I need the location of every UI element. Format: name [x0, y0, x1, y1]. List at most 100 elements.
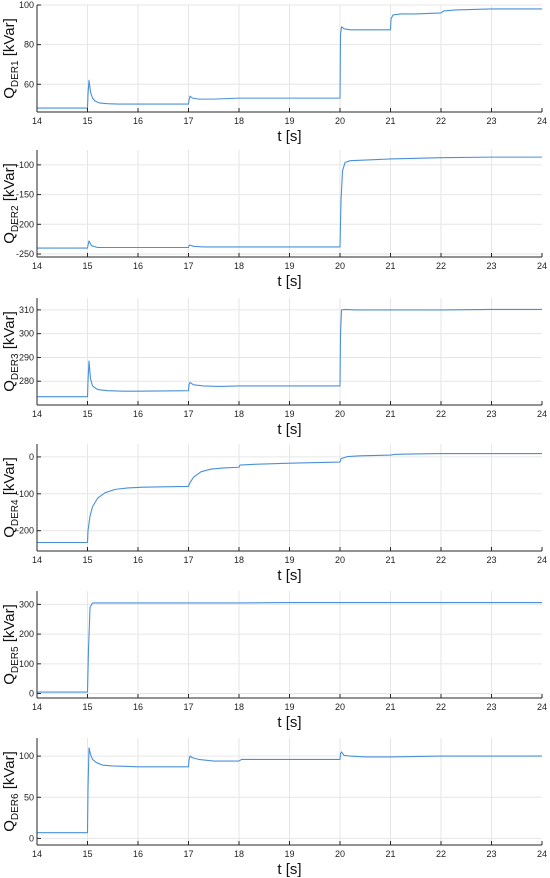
y-tick-label: 0 — [29, 833, 34, 843]
x-tick-label: 20 — [335, 702, 345, 712]
x-tick-label: 23 — [486, 849, 496, 859]
x-axis-title: t [s] — [277, 273, 301, 290]
y-tick-label: -200 — [16, 219, 34, 229]
series-line-1 — [37, 747, 542, 834]
x-axis-title: t [s] — [277, 714, 301, 731]
x-tick-label: 23 — [486, 116, 496, 126]
y-axis-title-prefix: Q — [1, 820, 18, 832]
x-axis-title: t [s] — [277, 861, 301, 878]
x-tick-label: 16 — [133, 702, 143, 712]
y-axis-title-prefix: Q — [1, 673, 18, 685]
x-tick-label: 21 — [385, 116, 395, 126]
x-tick-label: 14 — [32, 116, 42, 126]
y-axis-title-prefix: Q — [1, 87, 18, 99]
x-tick-label: 19 — [284, 702, 294, 712]
x-tick-label: 18 — [234, 261, 244, 271]
x-tick-label: 22 — [436, 261, 446, 271]
y-axis-title-unit: [kVar] — [1, 18, 18, 60]
x-tick-label: 15 — [82, 849, 92, 859]
x-tick-label: 17 — [183, 702, 193, 712]
y-tick-label: 100 — [19, 0, 34, 10]
x-tick-label: 22 — [436, 702, 446, 712]
x-tick-label: 16 — [133, 261, 143, 271]
series-line-1 — [37, 8, 542, 109]
x-tick-label: 19 — [284, 261, 294, 271]
x-tick-label: 17 — [183, 849, 193, 859]
y-tick-label: 60 — [24, 79, 34, 89]
y-tick-label: 200 — [19, 629, 34, 639]
y-axis-title-subscript: DER6 — [10, 793, 21, 820]
x-tick-label: 20 — [335, 116, 345, 126]
x-tick-label: 24 — [537, 555, 547, 565]
y-axis-title-unit: [kVar] — [1, 751, 18, 793]
y-axis-title: QDER2 [kVar] — [1, 163, 21, 244]
y-axis-title: QDER6 [kVar] — [1, 751, 21, 832]
x-tick-label: 23 — [486, 409, 496, 419]
x-tick-label: 21 — [385, 702, 395, 712]
x-tick-label: 18 — [234, 116, 244, 126]
series-line-1 — [37, 602, 542, 693]
y-tick-label: 50 — [24, 792, 34, 802]
x-tick-label: 15 — [82, 555, 92, 565]
x-tick-label: 21 — [385, 261, 395, 271]
x-tick-label: 22 — [436, 409, 446, 419]
x-tick-label: 15 — [82, 702, 92, 712]
x-tick-label: 23 — [486, 702, 496, 712]
series-line-1 — [37, 308, 542, 398]
y-axis-title-subscript: DER2 — [10, 205, 21, 232]
x-axis-title: t [s] — [277, 567, 301, 584]
y-tick-label: 0 — [29, 689, 34, 699]
x-tick-label: 16 — [133, 555, 143, 565]
x-tick-label: 19 — [284, 409, 294, 419]
y-axis-title-unit: [kVar] — [1, 457, 18, 499]
y-axis-title-subscript: DER3 — [10, 353, 21, 380]
x-tick-label: 23 — [486, 555, 496, 565]
y-tick-label: 0 — [29, 452, 34, 462]
x-tick-label: 14 — [32, 702, 42, 712]
x-tick-label: 16 — [133, 849, 143, 859]
x-tick-label: 18 — [234, 702, 244, 712]
x-tick-label: 21 — [385, 555, 395, 565]
y-axis-title: QDER1 [kVar] — [1, 18, 21, 99]
x-tick-label: 19 — [284, 116, 294, 126]
y-axis-title-unit: [kVar] — [1, 311, 18, 353]
y-axis-title: QDER5 [kVar] — [1, 604, 21, 685]
x-tick-label: 18 — [234, 849, 244, 859]
series-line-1 — [37, 156, 542, 249]
x-tick-label: 20 — [335, 849, 345, 859]
x-tick-label: 15 — [82, 261, 92, 271]
y-tick-label: -250 — [16, 249, 34, 259]
y-axis-title-subscript: DER1 — [10, 60, 21, 87]
y-axis-title-unit: [kVar] — [1, 163, 18, 205]
y-tick-label: -100 — [16, 489, 34, 499]
y-tick-label: -100 — [16, 160, 34, 170]
y-axis-title: QDER3 [kVar] — [1, 311, 21, 392]
y-axis-title-prefix: Q — [1, 526, 18, 538]
y-tick-label: -200 — [16, 526, 34, 536]
x-tick-label: 24 — [537, 409, 547, 419]
x-tick-label: 24 — [537, 116, 547, 126]
y-axis-title-unit: [kVar] — [1, 604, 18, 646]
x-tick-label: 14 — [32, 261, 42, 271]
x-tick-label: 21 — [385, 409, 395, 419]
y-tick-label: 310 — [19, 305, 34, 315]
x-tick-label: 19 — [284, 555, 294, 565]
x-tick-label: 24 — [537, 849, 547, 859]
y-tick-label: 300 — [19, 329, 34, 339]
x-tick-label: 16 — [133, 409, 143, 419]
x-tick-label: 20 — [335, 409, 345, 419]
x-axis-title: t [s] — [277, 421, 301, 438]
x-axis-title: t [s] — [277, 128, 301, 145]
y-tick-label: 100 — [19, 751, 34, 761]
chart-panel-3: 14 15 16 17 18 19 20 21 22 23 24 280 290 300 310 t [s] Q… — [1, 298, 547, 438]
x-tick-label: 20 — [335, 555, 345, 565]
x-tick-label: 14 — [32, 555, 42, 565]
chart-panel-6: 14 15 16 17 18 19 20 21 22 23 24 0 50 100 t [s] QDER6 [… — [1, 738, 547, 878]
x-tick-label: 20 — [335, 261, 345, 271]
x-tick-label: 23 — [486, 261, 496, 271]
x-tick-label: 18 — [234, 555, 244, 565]
x-tick-label: 22 — [436, 555, 446, 565]
y-tick-label: 80 — [24, 40, 34, 50]
y-tick-label: 290 — [19, 352, 34, 362]
x-tick-label: 24 — [537, 702, 547, 712]
